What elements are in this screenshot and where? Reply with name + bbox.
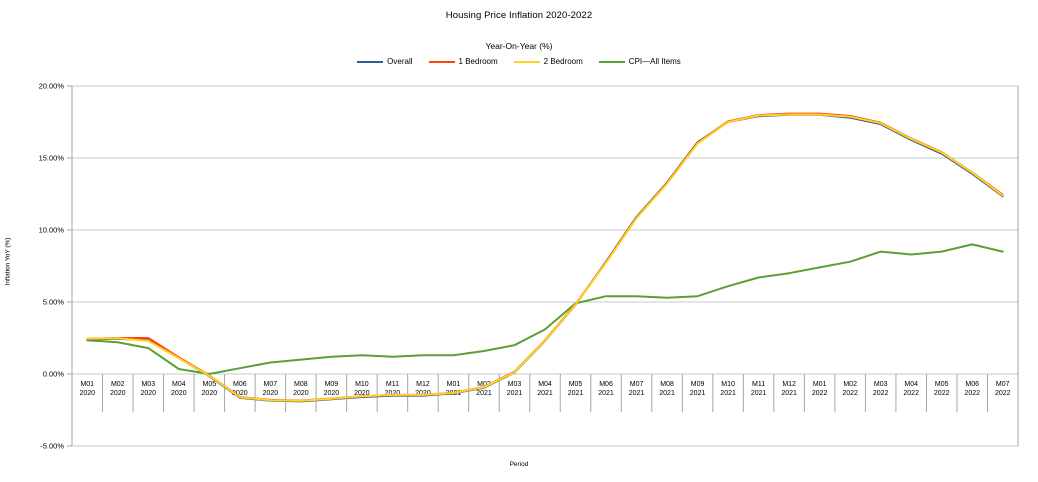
x-category-label: M04 2020	[171, 381, 187, 397]
y-tick-label: 5.00%	[43, 298, 65, 307]
legend-swatch-overall	[357, 60, 384, 63]
x-category-label: M06 2022	[964, 381, 980, 397]
x-category-label: M10 2021	[720, 381, 736, 397]
x-category-label: M08 2020	[293, 381, 309, 397]
y-tick-label: 0.00%	[43, 370, 65, 379]
series-line-2-bedroom	[86, 113, 1004, 402]
legend-label-overall: Overall	[387, 57, 413, 66]
x-category-label: M03 2021	[507, 381, 523, 397]
y-axis-title: Inflation YoY (%)	[4, 237, 12, 286]
x-category-label: M07 2020	[263, 381, 279, 397]
x-category-label: M12 2020	[415, 381, 431, 397]
x-category-label: M02 2022	[842, 381, 858, 397]
legend-swatch-1-bedroom	[428, 60, 455, 63]
y-tick-label: 20.00%	[39, 82, 65, 91]
chart-subtitle: Year-On-Year (%)	[485, 41, 553, 51]
x-category-label: M02 2021	[476, 381, 492, 397]
x-category-label: M06 2020	[232, 381, 248, 397]
x-category-label: M07 2022	[995, 381, 1011, 397]
legend-swatch-cpi-all-items	[598, 60, 625, 63]
x-axis-title: Period	[509, 461, 529, 468]
legend-item-overall: Overall	[357, 57, 413, 66]
x-category-label: M06 2021	[598, 381, 614, 397]
x-category-label: M11 2021	[751, 381, 767, 397]
x-category-label: M07 2021	[629, 381, 645, 397]
x-category-label: M05 2020	[202, 381, 218, 397]
x-category-label: M04 2022	[903, 381, 919, 397]
x-category-label: M05 2021	[568, 381, 584, 397]
x-category-label: M11 2020	[385, 381, 401, 397]
y-tick-label: -5.00%	[40, 442, 64, 451]
x-category-label: M01 2022	[812, 381, 828, 397]
x-category-label: M03 2020	[141, 381, 157, 397]
x-category-label: M04 2021	[537, 381, 553, 397]
y-tick-label: 10.00%	[39, 226, 65, 235]
legend-swatch-2-bedroom	[513, 60, 540, 63]
x-category-label: M01 2020	[79, 381, 95, 397]
x-category-label: M09 2020	[324, 381, 340, 397]
chart-legend: Overall 1 Bedroom 2 Bedroom CPI—All Items	[0, 57, 1038, 66]
chart-title: Housing Price Inflation 2020-2022	[445, 10, 593, 21]
y-tick-label: 15.00%	[39, 154, 65, 163]
legend-item-cpi-all-items: CPI—All Items	[598, 57, 681, 66]
legend-label-cpi-all-items: CPI—All Items	[628, 57, 681, 66]
legend-label-1-bedroom: 1 Bedroom	[458, 57, 498, 66]
legend-item-1-bedroom: 1 Bedroom	[428, 57, 498, 66]
series-line-cpi-all-items	[86, 243, 1004, 375]
x-category-label: M05 2022	[934, 381, 950, 397]
x-category-label: M09 2021	[690, 381, 706, 397]
x-category-label: M03 2022	[873, 381, 889, 397]
x-category-label: M02 2020	[110, 381, 126, 397]
legend-label-2-bedroom: 2 Bedroom	[543, 57, 583, 66]
legend-item-2-bedroom: 2 Bedroom	[513, 57, 583, 66]
x-category-label: M08 2021	[659, 381, 675, 397]
x-category-label: M12 2021	[781, 381, 797, 397]
x-category-label: M10 2020	[354, 381, 370, 397]
